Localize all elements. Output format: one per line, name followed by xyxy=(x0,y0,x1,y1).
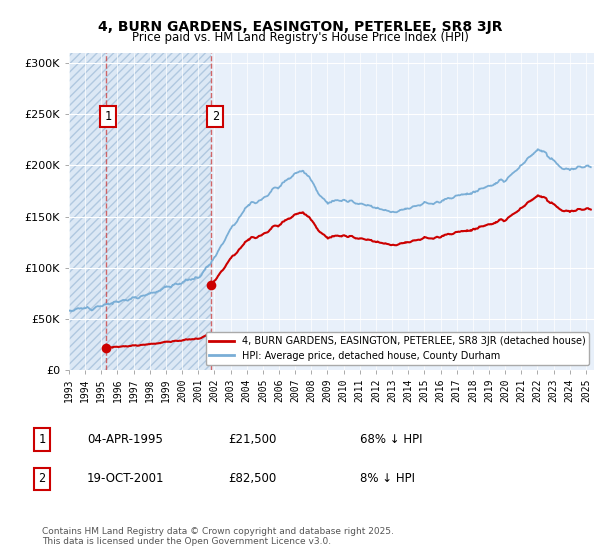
Text: £21,500: £21,500 xyxy=(228,433,277,446)
HPI: Average price, detached house, County Durham: (1.99e+03, 5.73e+04): Average price, detached house, County Du… xyxy=(68,308,75,315)
4, BURN GARDENS, EASINGTON, PETERLEE, SR8 3JR (detached house) xyxy=(311,221,318,228)
4, BURN GARDENS, EASINGTON, PETERLEE, SR8 3JR (detached house) xyxy=(424,235,431,241)
Text: £82,500: £82,500 xyxy=(228,472,276,486)
Text: 2: 2 xyxy=(212,110,219,123)
HPI: Average price, detached house, County Durham: (2.02e+03, 2.16e+05): Average price, detached house, County Du… xyxy=(534,146,541,153)
Bar xyxy=(106,53,211,370)
Text: 1: 1 xyxy=(38,433,46,446)
4, BURN GARDENS, EASINGTON, PETERLEE, SR8 3JR (detached house) xyxy=(587,206,595,213)
HPI: Average price, detached house, County Durham: (1.99e+03, 5.8e+04): Average price, detached house, County Du… xyxy=(65,307,73,314)
4, BURN GARDENS, EASINGTON, PETERLEE, SR8 3JR (detached house) xyxy=(379,240,386,246)
HPI: Average price, detached house, County Durham: (2.01e+03, 1.59e+05): Average price, detached house, County Du… xyxy=(374,204,381,211)
Text: 19-OCT-2001: 19-OCT-2001 xyxy=(87,472,164,486)
HPI: Average price, detached house, County Durham: (2e+03, 9.71e+04): Average price, detached house, County Du… xyxy=(200,267,208,274)
HPI: Average price, detached house, County Durham: (2.02e+03, 1.71e+05): Average price, detached house, County Du… xyxy=(459,192,466,198)
Text: 68% ↓ HPI: 68% ↓ HPI xyxy=(360,433,422,446)
4, BURN GARDENS, EASINGTON, PETERLEE, SR8 3JR (detached house) xyxy=(534,192,541,199)
Line: 4, BURN GARDENS, EASINGTON, PETERLEE, SR8 3JR (detached house): 4, BURN GARDENS, EASINGTON, PETERLEE, SR… xyxy=(212,195,591,283)
4, BURN GARDENS, EASINGTON, PETERLEE, SR8 3JR (detached house) xyxy=(386,241,393,248)
Text: Contains HM Land Registry data © Crown copyright and database right 2025.
This d: Contains HM Land Registry data © Crown c… xyxy=(42,526,394,546)
4, BURN GARDENS, EASINGTON, PETERLEE, SR8 3JR (detached house) xyxy=(557,206,564,213)
Text: 8% ↓ HPI: 8% ↓ HPI xyxy=(360,472,415,486)
Text: Price paid vs. HM Land Registry's House Price Index (HPI): Price paid vs. HM Land Registry's House … xyxy=(131,31,469,44)
4, BURN GARDENS, EASINGTON, PETERLEE, SR8 3JR (detached house) xyxy=(289,213,296,220)
4, BURN GARDENS, EASINGTON, PETERLEE, SR8 3JR (detached house) xyxy=(208,280,215,287)
Text: 1: 1 xyxy=(104,110,112,123)
HPI: Average price, detached house, County Durham: (2e+03, 7.88e+04): Average price, detached house, County Du… xyxy=(158,286,166,292)
Text: 2: 2 xyxy=(38,472,46,486)
HPI: Average price, detached house, County Durham: (2.01e+03, 1.61e+05): Average price, detached house, County Du… xyxy=(415,202,422,209)
Legend: 4, BURN GARDENS, EASINGTON, PETERLEE, SR8 3JR (detached house), HPI: Average pri: 4, BURN GARDENS, EASINGTON, PETERLEE, SR… xyxy=(206,332,589,365)
HPI: Average price, detached house, County Durham: (2.03e+03, 1.98e+05): Average price, detached house, County Du… xyxy=(587,164,595,170)
Text: 4, BURN GARDENS, EASINGTON, PETERLEE, SR8 3JR: 4, BURN GARDENS, EASINGTON, PETERLEE, SR… xyxy=(98,20,502,34)
Bar xyxy=(69,53,106,370)
Text: 04-APR-1995: 04-APR-1995 xyxy=(87,433,163,446)
HPI: Average price, detached house, County Durham: (2.01e+03, 1.92e+05): Average price, detached house, County Du… xyxy=(302,170,310,177)
Line: HPI: Average price, detached house, County Durham: HPI: Average price, detached house, Coun… xyxy=(69,150,591,311)
